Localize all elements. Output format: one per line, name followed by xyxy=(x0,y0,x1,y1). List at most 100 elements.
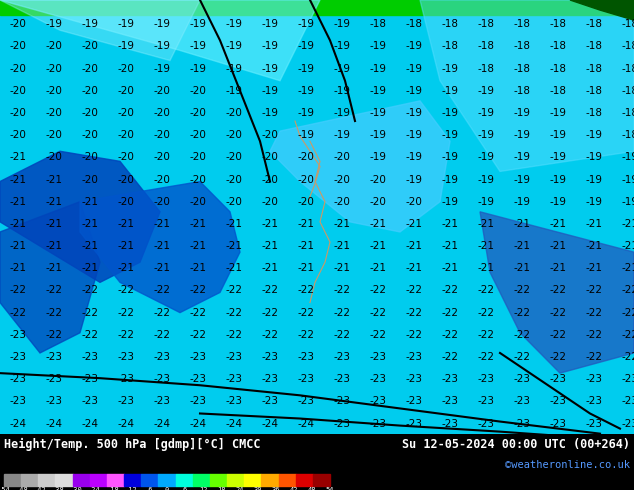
Text: -24: -24 xyxy=(82,418,98,429)
Text: -23: -23 xyxy=(441,374,458,384)
Text: -23: -23 xyxy=(586,374,602,384)
Text: -21: -21 xyxy=(46,196,63,207)
Text: -20: -20 xyxy=(117,174,134,185)
Text: -23: -23 xyxy=(297,374,314,384)
Text: -19: -19 xyxy=(514,152,531,162)
Text: -23: -23 xyxy=(297,396,314,406)
Bar xyxy=(278,474,295,486)
Text: -22: -22 xyxy=(82,308,98,318)
Text: -22: -22 xyxy=(586,308,602,318)
Text: -21: -21 xyxy=(46,174,63,185)
Text: -23: -23 xyxy=(550,396,567,406)
Bar xyxy=(124,474,141,486)
Text: -20: -20 xyxy=(190,130,207,140)
Text: -19: -19 xyxy=(261,19,278,29)
Text: -18: -18 xyxy=(550,64,567,74)
Text: -18: -18 xyxy=(514,41,531,51)
Text: -19: -19 xyxy=(621,174,634,185)
Text: -21: -21 xyxy=(153,263,171,273)
Text: -23: -23 xyxy=(82,352,98,362)
Text: -23: -23 xyxy=(153,374,171,384)
Text: -19: -19 xyxy=(370,86,387,96)
Text: -19: -19 xyxy=(441,86,458,96)
Text: -21: -21 xyxy=(514,219,531,229)
Text: -22: -22 xyxy=(297,286,314,295)
Text: -22: -22 xyxy=(514,330,531,340)
Text: -22: -22 xyxy=(261,330,278,340)
Text: -22: -22 xyxy=(153,308,171,318)
Text: -19: -19 xyxy=(333,86,351,96)
Text: Height/Temp. 500 hPa [gdmp][°C] CMCC: Height/Temp. 500 hPa [gdmp][°C] CMCC xyxy=(4,438,261,451)
Text: -21: -21 xyxy=(621,241,634,251)
Text: -22: -22 xyxy=(82,330,98,340)
Text: -21: -21 xyxy=(477,241,495,251)
Text: -21: -21 xyxy=(477,263,495,273)
Text: -23: -23 xyxy=(117,396,134,406)
Bar xyxy=(158,474,176,486)
Text: -19: -19 xyxy=(550,152,567,162)
Text: -18: -18 xyxy=(477,41,495,51)
Text: -22: -22 xyxy=(406,330,422,340)
Text: -22: -22 xyxy=(550,286,567,295)
Text: -21: -21 xyxy=(370,219,387,229)
Text: -21: -21 xyxy=(586,263,602,273)
Text: -20: -20 xyxy=(226,196,242,207)
Text: -19: -19 xyxy=(153,41,171,51)
Text: -23: -23 xyxy=(550,418,567,429)
Text: -20: -20 xyxy=(226,174,242,185)
Text: -21: -21 xyxy=(297,263,314,273)
Text: -21: -21 xyxy=(82,263,98,273)
Bar xyxy=(0,0,634,15)
Text: -20: -20 xyxy=(333,152,351,162)
Text: -23: -23 xyxy=(586,418,602,429)
Text: -22: -22 xyxy=(621,286,634,295)
Text: -19: -19 xyxy=(333,108,351,118)
Text: -19: -19 xyxy=(477,108,495,118)
Text: -23: -23 xyxy=(226,396,242,406)
Text: -22: -22 xyxy=(621,352,634,362)
Text: -21: -21 xyxy=(333,219,351,229)
Text: -22: -22 xyxy=(190,308,207,318)
Text: -21: -21 xyxy=(621,219,634,229)
Text: -19: -19 xyxy=(117,41,134,51)
Text: -19: -19 xyxy=(333,130,351,140)
Text: -18: -18 xyxy=(441,41,458,51)
Text: -23: -23 xyxy=(82,396,98,406)
Text: -22: -22 xyxy=(153,330,171,340)
Polygon shape xyxy=(0,202,100,353)
Text: -20: -20 xyxy=(226,152,242,162)
Text: -23: -23 xyxy=(117,374,134,384)
Text: -23: -23 xyxy=(10,374,27,384)
Bar xyxy=(141,474,158,486)
Text: -23: -23 xyxy=(190,352,207,362)
Text: -24: -24 xyxy=(261,418,278,429)
Text: -20: -20 xyxy=(297,174,314,185)
Text: -19: -19 xyxy=(586,130,602,140)
Text: -20: -20 xyxy=(153,152,171,162)
Text: -12: -12 xyxy=(124,487,137,490)
Text: -21: -21 xyxy=(333,241,351,251)
Text: -19: -19 xyxy=(406,41,422,51)
Text: -20: -20 xyxy=(10,108,27,118)
Text: -20: -20 xyxy=(190,86,207,96)
Bar xyxy=(193,474,210,486)
Text: -20: -20 xyxy=(46,41,62,51)
Text: -20: -20 xyxy=(10,130,27,140)
Text: -18: -18 xyxy=(514,64,531,74)
Text: -22: -22 xyxy=(586,330,602,340)
Text: -19: -19 xyxy=(406,86,422,96)
Text: -21: -21 xyxy=(586,241,602,251)
Text: -23: -23 xyxy=(550,374,567,384)
Text: -23: -23 xyxy=(621,396,634,406)
Text: -20: -20 xyxy=(10,86,27,96)
Text: -19: -19 xyxy=(153,64,171,74)
Text: -21: -21 xyxy=(297,241,314,251)
Text: -22: -22 xyxy=(226,330,242,340)
Text: -20: -20 xyxy=(370,174,387,185)
Text: -18: -18 xyxy=(550,86,567,96)
Text: -20: -20 xyxy=(153,86,171,96)
Text: 48: 48 xyxy=(307,487,316,490)
Text: -23: -23 xyxy=(190,374,207,384)
Text: -23: -23 xyxy=(621,374,634,384)
Text: -21: -21 xyxy=(117,263,134,273)
